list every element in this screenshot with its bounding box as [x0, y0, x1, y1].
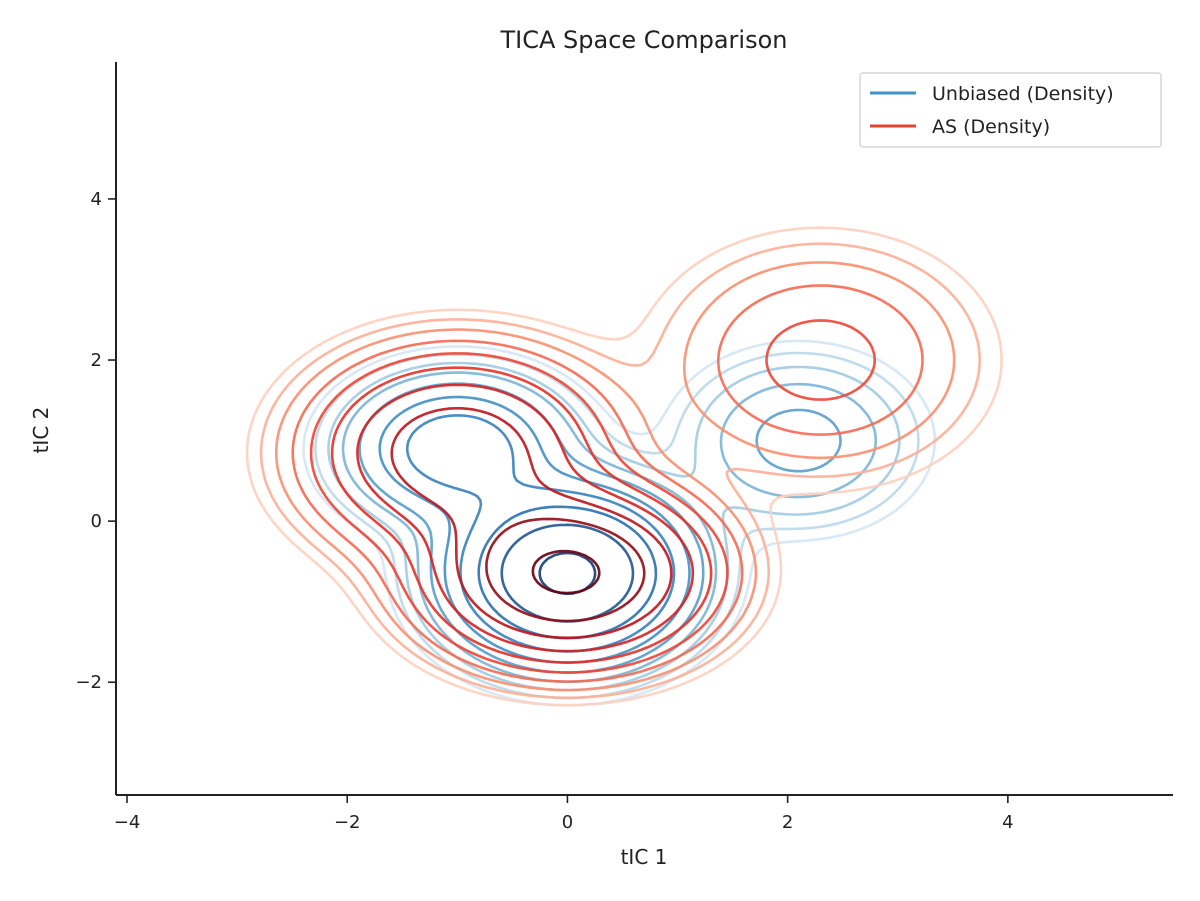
legend-label-as: AS (Density): [932, 116, 1050, 138]
y-tick-label: 2: [91, 350, 102, 371]
chart-title: TICA Space Comparison: [499, 26, 787, 54]
x-tick-label: 0: [562, 812, 573, 833]
contour-level-as: [390, 407, 673, 640]
legend-box: [859, 72, 1162, 148]
contour-level-as: [531, 549, 601, 595]
contour-level-as: [275, 261, 956, 692]
x-tick-label: −2: [334, 812, 361, 833]
y-axis-title: tIC 2: [29, 407, 53, 454]
y-tick-label: −2: [75, 672, 102, 693]
legend-label-unbiased: Unbiased (Density): [932, 83, 1114, 105]
contour-level-as: [309, 319, 876, 674]
x-tick-label: −4: [114, 812, 141, 833]
contour-level-as: [259, 242, 981, 700]
x-tick-label: 4: [1002, 812, 1013, 833]
y-ticks: −2 0 2 4: [75, 189, 116, 693]
contour-level-as: [291, 284, 924, 683]
contour-level-as: [485, 517, 646, 623]
contour-level-unbiased: [500, 523, 635, 623]
contour-level-as: [330, 366, 713, 664]
contour-level-as: [356, 383, 695, 653]
x-tick-label: 2: [782, 812, 793, 833]
contour-level-as: [245, 226, 1003, 707]
legend: Unbiased (Density) AS (Density): [859, 72, 1162, 148]
contour-level-unbiased: [477, 505, 658, 640]
y-tick-label: 4: [91, 189, 102, 210]
contour-layer: [245, 226, 1003, 707]
x-ticks: −4 −2 0 2 4: [114, 795, 1014, 833]
x-axis-title: tIC 1: [621, 845, 668, 869]
y-tick-label: 0: [91, 511, 102, 532]
